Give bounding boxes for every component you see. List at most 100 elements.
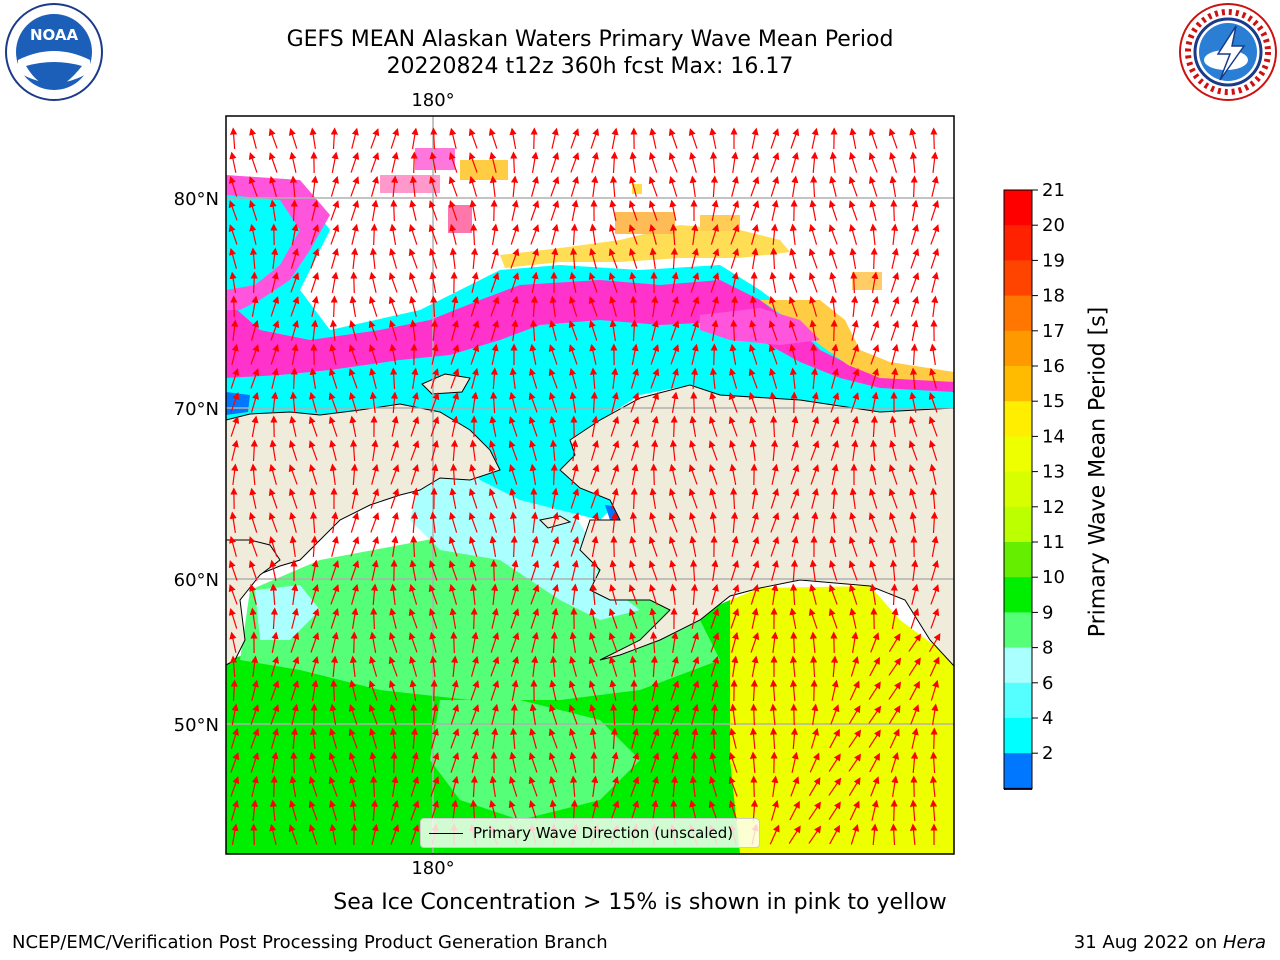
wave-arrow (409, 559, 417, 581)
wave-arrow (569, 775, 578, 798)
wave-arrow (610, 464, 620, 485)
wave-arrow (710, 272, 720, 293)
wave-arrow (688, 511, 698, 533)
wave-arrow (489, 799, 497, 821)
wave-arrow (288, 464, 298, 485)
wave-arrow (390, 488, 400, 509)
wave-arrow (628, 608, 638, 629)
wave-arrow (368, 704, 378, 725)
wave-arrow (231, 319, 239, 342)
wave-arrow (468, 128, 478, 149)
wave-arrow (869, 559, 877, 581)
wave-arrow (271, 271, 279, 293)
wave-arrow (251, 799, 259, 822)
wave-arrow (230, 368, 240, 389)
wave-arrow (750, 679, 758, 702)
wave-arrow (409, 295, 417, 317)
wave-arrow (750, 151, 760, 173)
wave-arrow (289, 151, 297, 173)
wave-arrow (889, 439, 897, 461)
wave-arrow (508, 464, 518, 485)
colorbar-tick-label: 19 (1042, 250, 1065, 271)
wave-arrow (630, 776, 640, 797)
wave-arrow (389, 727, 397, 750)
wave-arrow (349, 295, 357, 317)
wave-arrow (890, 223, 899, 246)
wave-arrow (751, 247, 759, 269)
wave-arrow (568, 320, 578, 341)
wave-arrow (869, 439, 878, 462)
wave-arrow (669, 199, 677, 221)
wave-arrow (551, 487, 559, 509)
wave-arrow (328, 368, 338, 389)
wave-arrow (630, 800, 640, 821)
wave-arrow (508, 440, 518, 461)
wave-arrow (269, 799, 278, 822)
wave-arrow (371, 199, 379, 221)
wave-arrow (391, 775, 399, 797)
wave-arrow (809, 223, 818, 245)
wave-arrow (791, 415, 799, 437)
wave-arrow (831, 679, 839, 701)
wave-arrow (330, 247, 339, 269)
wave-arrow (909, 391, 917, 413)
wave-arrow (611, 511, 619, 534)
wave-arrow (250, 439, 258, 462)
wave-arrow (291, 223, 299, 245)
wave-arrow (690, 296, 700, 317)
wave-arrow (290, 727, 299, 750)
colorbar-tick-label: 15 (1042, 391, 1065, 412)
wave-arrow (428, 224, 438, 245)
wave-arrow (249, 223, 257, 245)
wave-arrow (230, 392, 240, 413)
wave-arrow (789, 655, 798, 678)
wave-arrow (769, 703, 778, 726)
wave-arrow (770, 223, 779, 246)
wave-arrow (671, 655, 679, 677)
sea-ice-note: Sea Ice Concentration > 15% is shown in … (333, 890, 947, 915)
wave-arrow (729, 439, 738, 461)
wave-arrow (910, 295, 920, 317)
wave-arrow (588, 680, 598, 701)
wave-arrow (451, 799, 459, 821)
colorbar-tick-label: 4 (1042, 708, 1053, 729)
wave-arrow (888, 657, 902, 676)
map-frame (225, 115, 955, 855)
wave-arrow (708, 416, 718, 437)
wave-arrow (809, 199, 817, 221)
wave-arrow (591, 151, 599, 173)
sea-ice-yellow-band-north (500, 225, 790, 268)
wave-arrow (829, 151, 837, 174)
wave-arrow (329, 319, 338, 342)
wave-arrow (290, 199, 298, 222)
wave-arrow (888, 128, 898, 149)
wave-arrow (289, 175, 298, 198)
wave-arrow (370, 488, 380, 509)
wave-arrow (549, 439, 558, 462)
wave-arrow (290, 367, 298, 390)
wave-arrow (509, 727, 518, 750)
wave-arrow (689, 175, 697, 197)
colorbar-title: Primary Wave Mean Period [s] (1085, 306, 1111, 638)
wave-arrow (848, 151, 858, 173)
wave-arrow (509, 751, 517, 773)
wave-arrow (589, 607, 597, 629)
wave-arrow (551, 223, 559, 245)
wave-arrow (710, 295, 719, 317)
wave-arrow (430, 127, 438, 150)
longitude-label-top: 180° (411, 90, 454, 111)
wave-arrow (751, 607, 759, 629)
wave-arrow (311, 559, 319, 581)
wave-arrow (510, 535, 518, 558)
wave-arrow (668, 152, 678, 173)
wave-arrow (548, 368, 558, 389)
wave-arrow (751, 223, 759, 245)
wave-arrow (750, 632, 760, 653)
wave-arrow (450, 655, 459, 678)
wave-arrow (611, 751, 619, 773)
wave-arrow (471, 271, 479, 293)
wave-arrow (849, 680, 860, 701)
wave-arrow (690, 583, 699, 606)
wave-arrow (249, 487, 257, 509)
wave-arrow (249, 127, 257, 149)
